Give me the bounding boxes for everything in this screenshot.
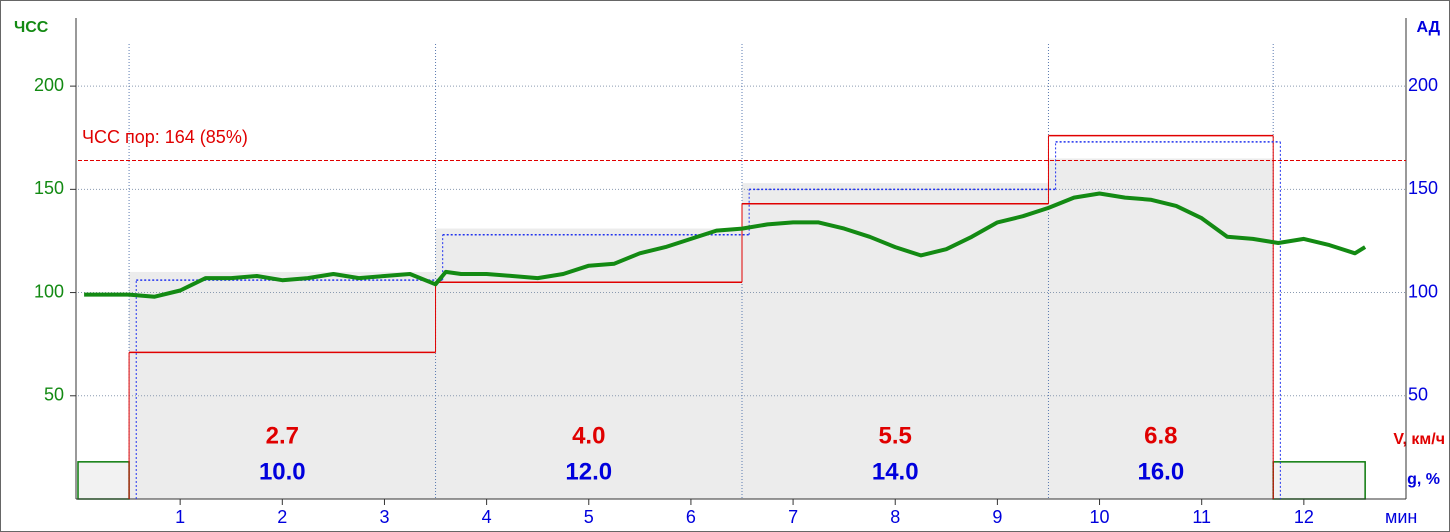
x-tick-label: 2 (277, 507, 287, 527)
x-tick-label: 11 (1192, 507, 1211, 527)
x-tick-label: 7 (788, 507, 798, 527)
x-tick-label: 3 (379, 507, 389, 527)
speed-value: 6.8 (1144, 422, 1177, 449)
y-tick-label: 150 (34, 178, 64, 198)
rest-block (77, 461, 130, 500)
threshold-label: ЧСС пор: 164 (85%) (82, 127, 248, 147)
y-tick-label: 200 (34, 75, 64, 95)
grade-value: 12.0 (565, 458, 612, 485)
speed-label: V, км/ч (1393, 431, 1445, 448)
grade-label: g, % (1407, 471, 1440, 488)
stage-fill (129, 271, 436, 499)
y-tick-label: 50 (44, 385, 64, 405)
x-tick-label: 8 (890, 507, 900, 527)
grade-value: 14.0 (872, 458, 919, 485)
y2-tick-label: 200 (1408, 75, 1438, 95)
stage-fill (1048, 158, 1274, 499)
x-tick-label: 6 (686, 507, 696, 527)
y2-tick-label: 150 (1408, 178, 1438, 198)
y2-tick-label: 100 (1408, 281, 1438, 301)
speed-value: 2.7 (266, 422, 299, 449)
x-tick-label: 5 (584, 507, 594, 527)
y-axis-label: ЧСС (14, 19, 49, 36)
x-tick-label: 9 (992, 507, 1002, 527)
y-tick-label: 100 (34, 281, 64, 301)
stage-fill (742, 183, 1049, 499)
x-tick-label: 10 (1090, 507, 1110, 527)
rest-block (1272, 461, 1366, 500)
x-tick-label: 4 (482, 507, 492, 527)
hr-line (84, 191, 1367, 299)
x-tick-label: 12 (1294, 507, 1314, 527)
grade-value: 16.0 (1137, 458, 1184, 485)
y2-axis-label: АД (1416, 19, 1440, 36)
x-axis-label: мин (1385, 507, 1417, 527)
x-tick-label: 1 (175, 507, 185, 527)
speed-value: 4.0 (572, 422, 605, 449)
y2-tick-label: 50 (1408, 385, 1428, 405)
grade-value: 10.0 (259, 458, 306, 485)
speed-value: 5.5 (879, 422, 912, 449)
